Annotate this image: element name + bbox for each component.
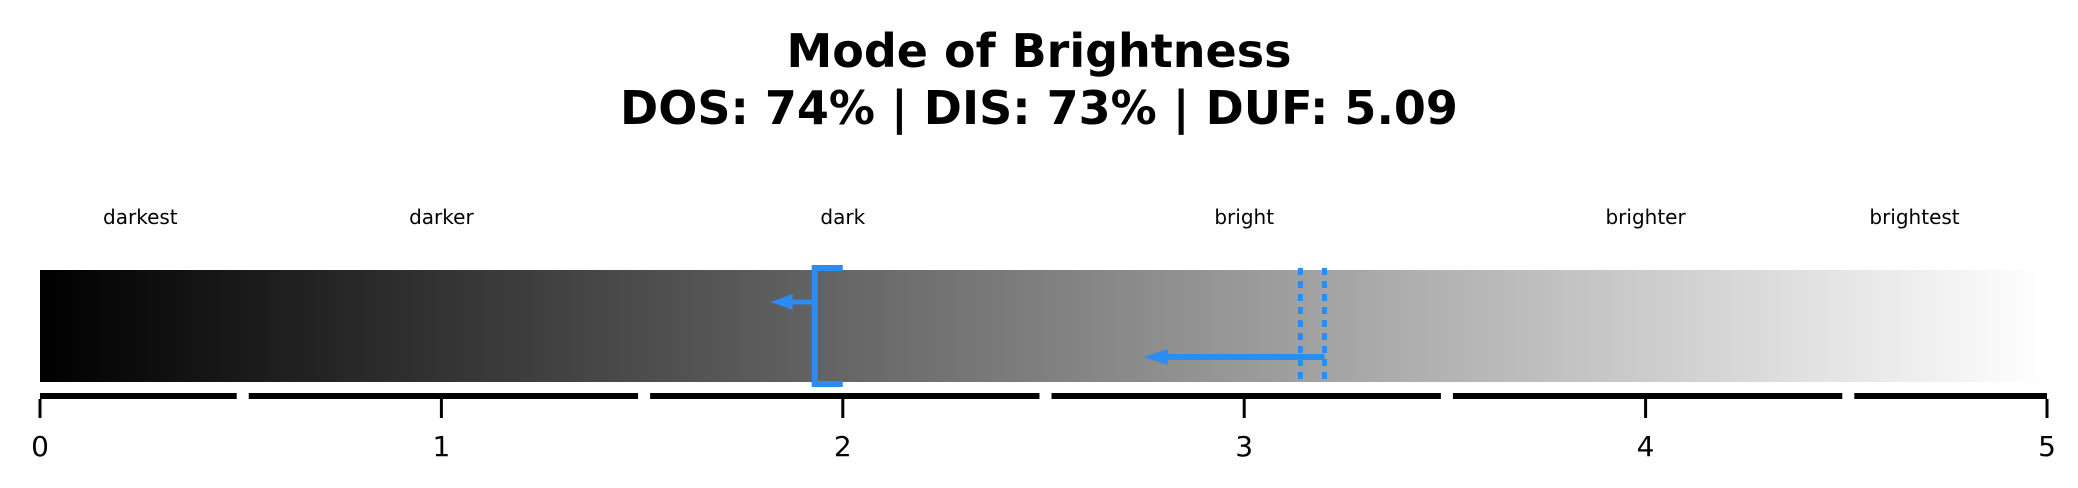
tick-label-1: 1 [432,430,450,463]
category-label-brighter: brighter [1605,205,1686,229]
axis-ticks: 0 1 2 3 4 5 [31,399,2056,463]
brightness-gradient-bar [40,270,2047,382]
marker-dotted-bracket [1143,268,1327,384]
tick-label-4: 4 [1637,430,1655,463]
category-labels: darkest darker dark bright brighter brightest [103,205,1960,229]
category-label-brightest: brightest [1869,205,1959,229]
tick-label-2: 2 [834,430,852,463]
marker-solid-bracket [770,265,843,387]
tick-label-5: 5 [2038,430,2056,463]
tick-label-3: 3 [1235,430,1253,463]
category-label-darkest: darkest [103,205,178,229]
category-label-darker: darker [409,205,474,229]
arrow-head [770,294,793,310]
chart-title-line2: DOS: 74% | DIS: 73% | DUF: 5.09 [620,81,1458,136]
arrow-head [1143,349,1168,365]
markers [770,265,1327,387]
category-label-bright: bright [1214,205,1274,229]
category-label-dark: dark [820,205,865,229]
chart-title-line1: Mode of Brightness [786,24,1291,78]
tick-label-0: 0 [31,430,49,463]
